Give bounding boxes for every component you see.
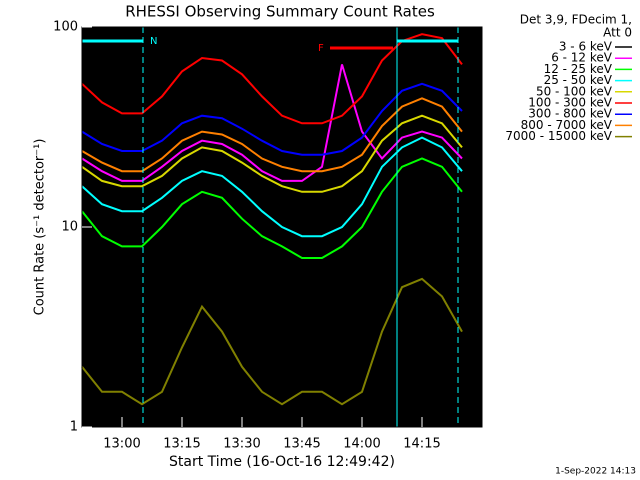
legend-label: 12 - 25 keV [544, 62, 613, 76]
x-tick-label: 14:00 [343, 437, 380, 452]
x-tick-label: 13:30 [223, 437, 260, 452]
x-tick-label: 13:00 [103, 437, 140, 452]
legend-label: 7000 - 15000 keV [505, 129, 612, 143]
footer: 1-Sep-2022 14:13 [555, 467, 636, 477]
legend-label: 800 - 7000 keV [521, 118, 613, 132]
legend-label: 6 - 12 keV [551, 51, 613, 65]
legend-label: 50 - 100 keV [536, 84, 613, 98]
x-tick-label: 14:15 [403, 437, 440, 452]
y-axis-label: Count Rate (s⁻¹ detector⁻¹) [33, 139, 48, 316]
series-line [81, 64, 463, 182]
series-line [81, 28, 463, 164]
series-line [81, 82, 463, 156]
annotation: F [318, 43, 324, 54]
legend-title: Det 3,9, FDecim 1, [520, 13, 632, 27]
x-tick-label: 13:15 [163, 437, 200, 452]
y-tick-label: 100 [53, 20, 78, 35]
legend-label: 300 - 800 keV [528, 107, 612, 121]
series-line [81, 33, 463, 125]
x-axis-label: Start Time (16-Oct-16 12:49:42) [169, 454, 395, 470]
legend-label: 100 - 300 keV [528, 96, 612, 110]
legend-title: Att 0 [603, 26, 632, 40]
x-tick-label: 13:45 [283, 437, 320, 452]
legend-label: 25 - 50 keV [544, 73, 613, 87]
series-line [81, 136, 463, 238]
legend-label: 3 - 6 keV [559, 40, 613, 54]
y-tick-label: 1 [70, 420, 78, 435]
chart-title: RHESSI Observing Summary Count Rates [125, 3, 435, 21]
series-line [81, 97, 463, 173]
series-line [81, 114, 463, 193]
annotation: N [150, 36, 157, 47]
series-line [81, 157, 463, 259]
series-line [81, 277, 463, 406]
y-tick-label: 10 [61, 220, 78, 235]
